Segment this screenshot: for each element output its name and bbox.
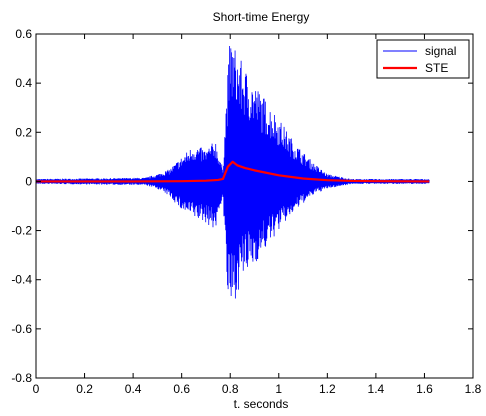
y-tick-label: 0.2 [15, 125, 32, 139]
x-tick-label: 0.6 [173, 382, 190, 396]
x-tick-label: 0.2 [76, 382, 93, 396]
legend-label-signal: signal [425, 44, 456, 58]
y-tick-label: -0.8 [11, 371, 32, 385]
y-tick-label: -0.2 [11, 224, 32, 238]
chart-title: Short-time Energy [213, 10, 310, 24]
x-tick-label: 0.8 [222, 382, 239, 396]
series-ste-line [36, 160, 430, 183]
y-tick-label: 0 [25, 174, 32, 188]
x-tick-label: 1.4 [368, 382, 385, 396]
legend: signal STE [376, 39, 470, 79]
y-tick-label: 0.6 [15, 27, 32, 41]
y-tick-label: 0.4 [15, 76, 32, 90]
x-tick-label: 1.6 [416, 382, 433, 396]
y-tick-label: -0.4 [11, 273, 32, 287]
legend-box [376, 39, 470, 79]
plot-area [35, 34, 473, 378]
x-tick-label: 1.2 [319, 382, 336, 396]
y-tick-label: -0.6 [11, 322, 32, 336]
axes-frame [35, 33, 474, 379]
x-tick-label: 0.4 [125, 382, 142, 396]
x-tick-label: 1.8 [465, 382, 482, 396]
legend-label-ste: STE [425, 61, 448, 75]
x-tick-label: 1 [275, 382, 282, 396]
axes: 0 0.2 0.4 0.6 0.8 1 1.2 1.4 1.6 1.8 -0.8 -0.6 -0.4 -0… [11, 27, 481, 396]
x-tick-label: 0 [33, 382, 40, 396]
x-axis-label: t. seconds [234, 397, 289, 411]
